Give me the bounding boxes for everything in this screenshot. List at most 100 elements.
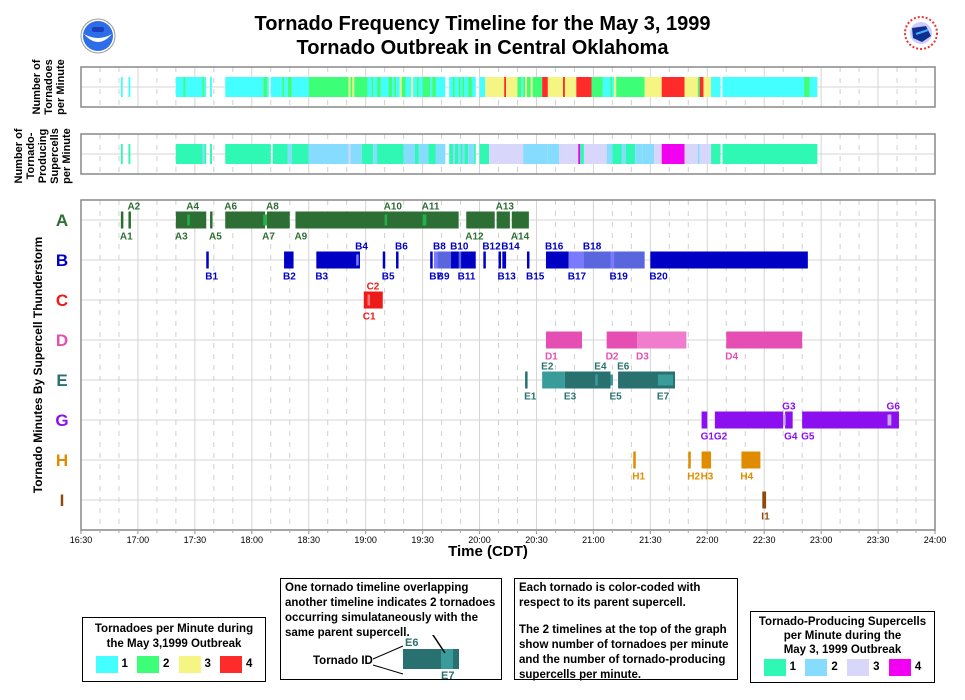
legend-item-3: 3 [178,656,211,673]
title-line-2: Tornado Outbreak in Central Oklahoma [296,37,669,59]
strip-segment [352,77,355,97]
tornado-label-a12: A12 [465,232,484,243]
strip-segment [377,77,381,97]
strip-segment [525,77,527,97]
legend-swatch [847,659,870,676]
example-id-e6: E6 [405,637,418,649]
tornado-bar-b3 [316,251,360,269]
legend-item-4: 4 [220,656,252,673]
strip-segment [185,77,203,97]
tornado-label-b17: B17 [568,272,587,283]
tornado-label-h3: H3 [701,472,714,483]
tornado-label-a2: A2 [127,202,140,213]
strip-segment [722,77,805,97]
strip-segment [619,77,645,97]
tornado-bar-b6 [396,251,399,269]
tornado-bar-c1 [363,291,383,309]
strip-segment [432,77,436,97]
tornado-bar-b12 [483,251,486,269]
tornado-label-a10: A10 [384,202,403,213]
strip-segment [699,144,712,164]
tornado-label-b15: B15 [526,272,545,283]
strip-segment [403,144,416,164]
strip-segment [464,77,469,97]
tornado-bar-g6 [887,414,892,426]
tornado-label-e5: E5 [609,392,622,403]
tornado-bar-d1 [545,331,583,349]
strip-label-line: per Minute [55,59,67,115]
strip-frame [80,66,936,108]
tornado-bar-b7 [430,251,433,269]
legend-item-1: 1 [95,656,128,673]
strip-segment [661,144,685,164]
legend-item-3: 3 [847,659,880,676]
legend-supercells-title-3: May 3, 1999 Outbreak [783,644,902,656]
tornado-label-b4: B4 [355,242,368,253]
strip-segment [225,144,271,164]
strip-segment [642,144,655,164]
overlap-note: One tornado timeline overlapping another… [280,578,502,680]
strip-segment [606,144,613,164]
strip-segment [559,144,567,164]
main-timeline: Tornado Minutes By Supercell Thunderstor… [31,199,946,560]
legend-swatch [763,659,786,676]
tornado-label-g2: G2 [714,432,728,443]
tornado-bar-b16 [545,251,569,269]
strip-label-line: Producing [37,129,49,183]
tornado-bar-a2 [128,211,131,229]
row-label: A [56,211,68,230]
tornado-bar-a12 [466,211,495,229]
strip-segment [711,77,721,97]
tornado-bar-b13 [498,251,502,269]
strip-segment [542,77,548,97]
strip-segment [547,77,564,97]
tornado-bar-e3 [564,371,611,389]
tornado-label-h4: H4 [740,472,753,483]
supercell-row-d: D D1 D2 D3 D4 [56,331,803,363]
strip-segment [578,144,581,164]
tornado-label-a8: A8 [266,202,279,213]
strip-segment [120,77,123,97]
noaa-logo-icon [80,18,116,54]
tornado-bar-a6 [225,211,266,229]
strip-segment [703,77,706,97]
strip-segment [392,77,395,97]
legend-tornadoes-title-2: the May 3,1999 Outbreak [106,638,242,650]
strip-segment [175,144,203,164]
strip-segment [464,144,469,164]
overlap-note-line: same parent supercell. [285,627,410,639]
tornado-bar-a8 [266,211,290,229]
color-note-line: show number of tornadoes per minute [519,639,729,651]
strip-segment [120,144,123,164]
strip-segment [430,77,433,97]
legend-item-2: 2 [137,656,169,673]
strip-segment [547,144,560,164]
tornado-label-g6: G6 [887,402,901,413]
tornado-label-b8: B8 [433,242,446,253]
tornado-label-d1: D1 [545,352,558,363]
legend-supercells-title-1: Tornado-Producing Supercells [758,616,927,628]
strip-segment [210,144,212,164]
strip-segment [616,77,620,97]
tornado-bar-e4 [595,374,598,386]
strip-segment [373,77,378,97]
legend-item-2: 2 [805,659,838,676]
tornado-bar-h2 [688,451,691,469]
strip-segment [471,77,476,97]
strip-segment [415,144,419,164]
strip-segment [350,77,353,97]
tornado-label-a14: A14 [511,232,530,243]
tornado-bar-b1 [206,251,209,269]
tornado-label-b2: B2 [283,272,296,283]
strip-segment [454,144,459,164]
tornado-bar-b10 [451,251,476,269]
row-label: G [55,411,68,430]
supercell-row-i: I I1 [60,491,770,523]
tornado-label-a13: A13 [496,202,515,213]
x-tick-label: 20:00 [468,535,491,545]
strip-segment [612,144,622,164]
legend-item-4: 4 [888,659,921,676]
strip-segment [380,77,389,97]
strip-segment [291,144,309,164]
